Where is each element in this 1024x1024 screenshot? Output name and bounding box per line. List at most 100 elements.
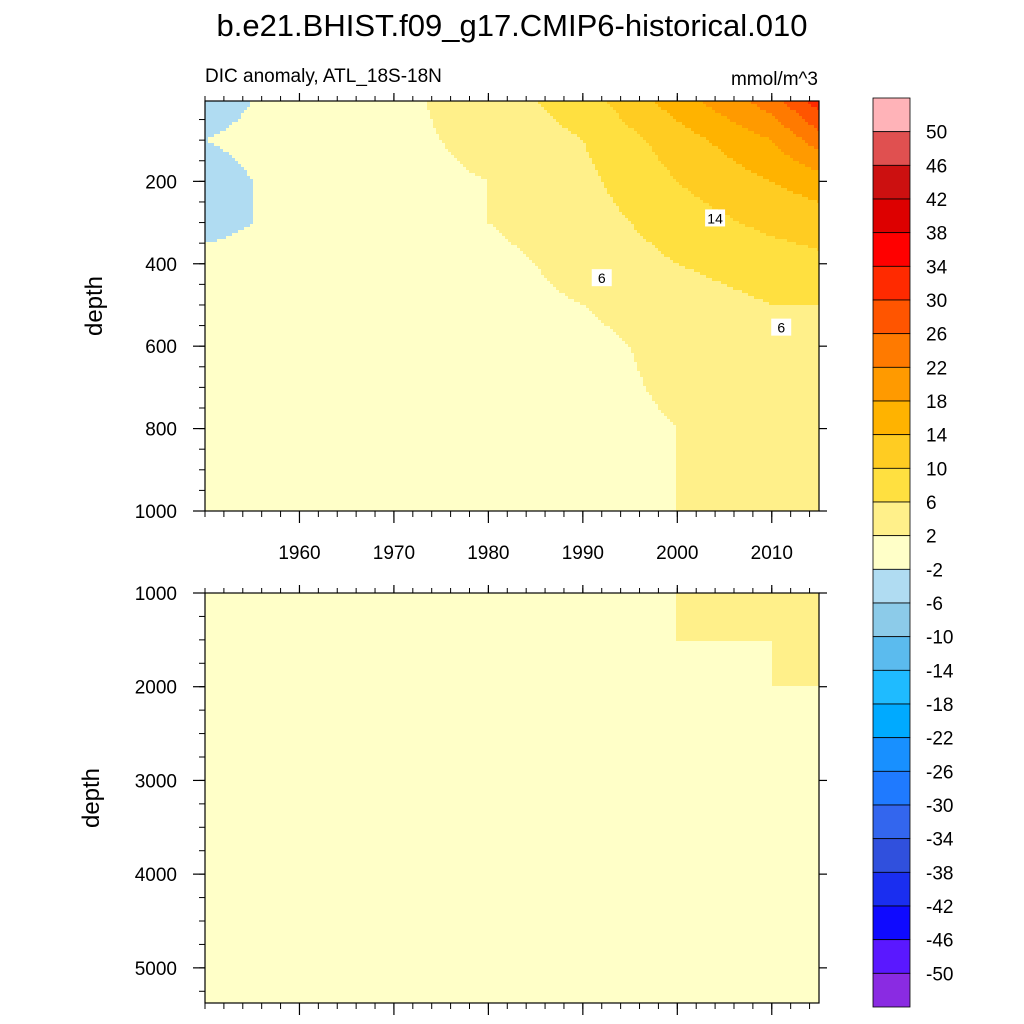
upper-field-cell <box>538 128 542 132</box>
upper-field-cell <box>766 128 770 132</box>
upper-field-cell <box>709 110 713 114</box>
upper-field-cell <box>466 131 470 135</box>
upper-field-cell <box>619 122 623 126</box>
upper-field-cell <box>814 134 818 138</box>
upper-field-cell <box>670 164 674 168</box>
upper-field-cell <box>607 110 611 114</box>
upper-field-cell <box>676 128 680 132</box>
upper-field-cell <box>769 110 773 114</box>
upper-field-cell <box>412 143 416 147</box>
upper-field-cell <box>799 122 803 126</box>
upper-field-cell <box>406 113 410 117</box>
upper-field-cell <box>535 158 539 162</box>
upper-field-cell <box>403 158 407 162</box>
upper-field-cell <box>766 143 770 147</box>
upper-field-cell <box>811 107 815 111</box>
upper-field-cell <box>337 125 341 129</box>
upper-field-cell <box>616 107 620 111</box>
upper-field-cell <box>262 110 266 114</box>
upper-field-cell <box>256 125 260 129</box>
upper-field-cell <box>349 113 353 117</box>
upper-field-cell <box>484 143 488 147</box>
upper-field-cell <box>529 128 533 132</box>
upper-field-cell <box>448 161 452 165</box>
upper-field-cell <box>499 164 503 168</box>
upper-field-cell <box>460 119 464 123</box>
upper-field-cell <box>643 134 647 138</box>
upper-field-cell <box>517 170 521 174</box>
upper-field-cell <box>622 143 626 147</box>
upper-field-cell <box>211 104 215 108</box>
upper-field-cell <box>472 161 476 165</box>
upper-field-cell <box>388 119 392 123</box>
upper-field-cell <box>652 137 656 141</box>
upper-field-cell <box>580 161 584 165</box>
upper-field-cell <box>763 113 767 117</box>
upper-field-cell <box>814 149 818 153</box>
upper-field-cell <box>799 161 803 165</box>
upper-field-cell <box>367 158 371 162</box>
upper-field-cell <box>409 143 413 147</box>
upper-field-cell <box>619 104 623 108</box>
upper-field-cell <box>544 131 548 135</box>
upper-field-cell <box>733 122 737 126</box>
upper-field-cell <box>583 131 587 135</box>
upper-field-cell <box>337 110 341 114</box>
upper-field-cell <box>634 167 638 171</box>
upper-field-cell <box>625 107 629 111</box>
upper-field-cell <box>277 101 281 105</box>
upper-field-cell <box>328 107 332 111</box>
upper-field-cell <box>598 104 602 108</box>
upper-field-cell <box>604 134 608 138</box>
upper-field-cell <box>703 158 707 162</box>
upper-field-cell <box>541 113 545 117</box>
upper-field-cell <box>328 116 332 120</box>
upper-field-cell <box>505 134 509 138</box>
upper-field-cell <box>742 152 746 156</box>
upper-field-cell <box>520 134 524 138</box>
upper-field-cell <box>526 134 530 138</box>
upper-field-cell <box>250 149 254 153</box>
upper-field-cell <box>592 152 596 156</box>
upper-field-cell <box>373 116 377 120</box>
upper-field-cell <box>574 158 578 162</box>
upper-field-cell <box>205 128 209 132</box>
upper-field-cell <box>706 170 710 174</box>
upper-field-cell <box>304 110 308 114</box>
upper-field-cell <box>643 143 647 147</box>
upper-field-cell <box>355 161 359 165</box>
upper-field-cell <box>286 149 290 153</box>
upper-field-cell <box>250 101 254 105</box>
upper-field-cell <box>244 149 248 153</box>
upper-field-cell <box>247 122 251 126</box>
upper-field-cell <box>586 140 590 144</box>
upper-field-cell <box>400 152 404 156</box>
upper-field-cell <box>406 122 410 126</box>
upper-field-cell <box>787 119 791 123</box>
upper-field-cell <box>274 140 278 144</box>
upper-field-cell <box>514 161 518 165</box>
upper-field-cell <box>817 122 819 126</box>
upper-field-cell <box>718 131 722 135</box>
upper-field-cell <box>628 110 632 114</box>
upper-field-cell <box>565 149 569 153</box>
upper-field-cell <box>412 164 416 168</box>
upper-field-cell <box>502 152 506 156</box>
upper-field-cell <box>325 158 329 162</box>
upper-field-cell <box>388 143 392 147</box>
upper-field-cell <box>718 161 722 165</box>
upper-field-cell <box>583 143 587 147</box>
upper-field-cell <box>751 155 755 159</box>
upper-field-cell <box>529 152 533 156</box>
upper-field-cell <box>232 134 236 138</box>
upper-field-cell <box>559 167 563 171</box>
upper-field-cell <box>304 116 308 120</box>
upper-field-cell <box>508 104 512 108</box>
upper-field-cell <box>739 104 743 108</box>
upper-field-cell <box>817 167 819 171</box>
upper-field-cell <box>508 149 512 153</box>
upper-field-cell <box>373 146 377 150</box>
upper-field-cell <box>724 158 728 162</box>
upper-field-cell <box>733 110 737 114</box>
upper-field-cell <box>541 170 545 174</box>
